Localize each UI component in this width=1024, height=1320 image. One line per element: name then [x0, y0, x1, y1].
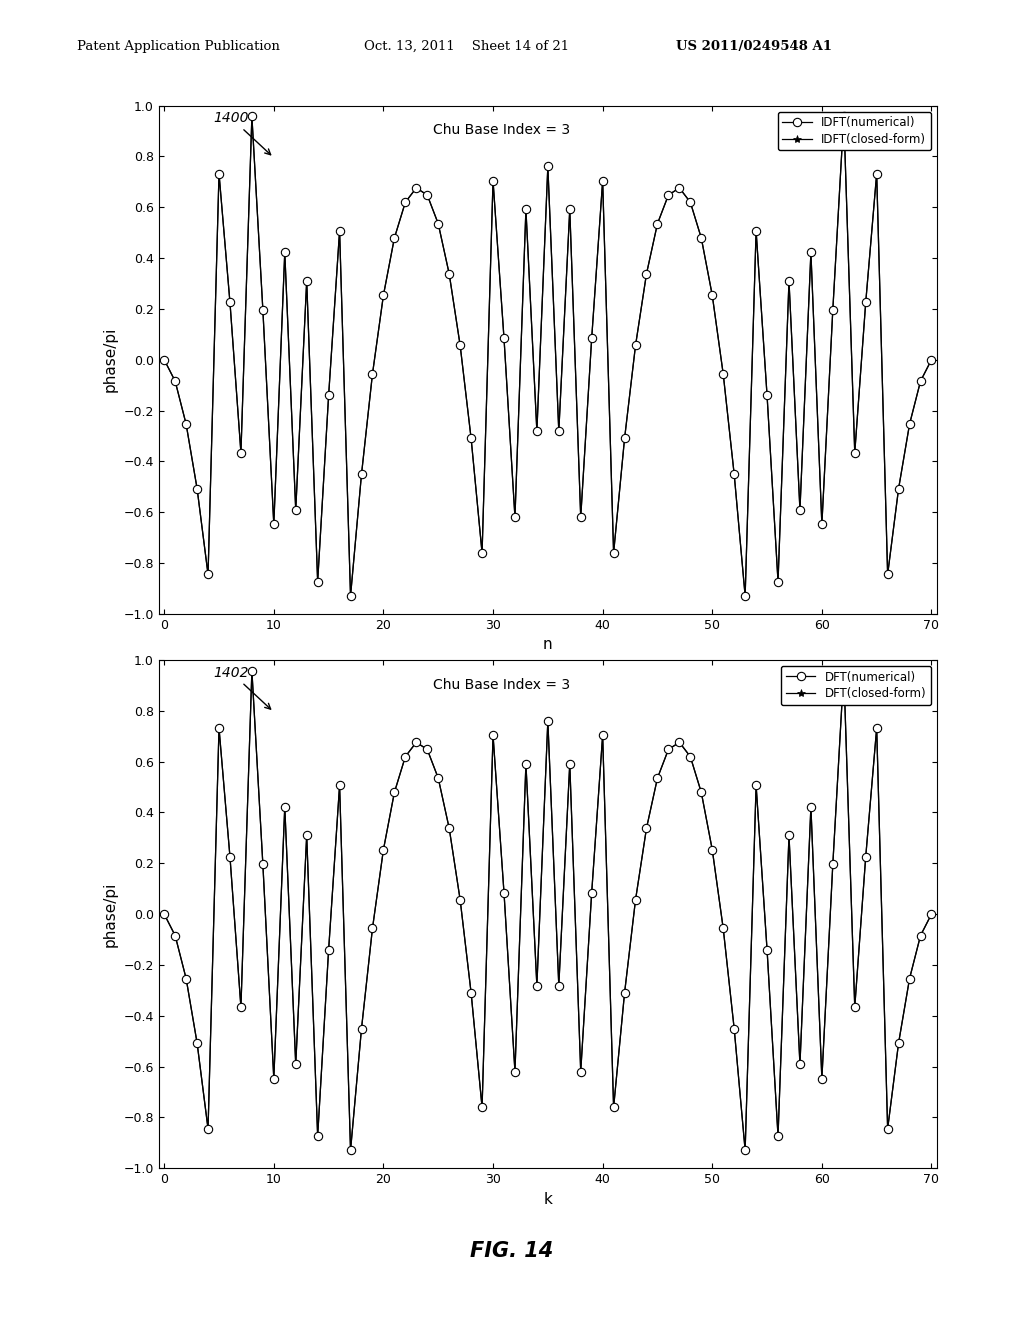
Line: IDFT(numerical): IDFT(numerical): [160, 112, 936, 601]
DFT(numerical): [530, 978, 543, 994]
IDFT(closed-form): [530, 424, 543, 440]
DFT(closed-form): [903, 970, 915, 986]
IDFT(closed-form): [158, 351, 170, 367]
X-axis label: n: n: [543, 638, 553, 652]
DFT(numerical): [618, 985, 631, 1001]
IDFT(numerical): [618, 430, 631, 446]
DFT(numerical): [739, 1142, 752, 1158]
IDFT(numerical): [838, 108, 850, 124]
Text: 1402: 1402: [214, 665, 270, 709]
IDFT(numerical): [739, 587, 752, 603]
IDFT(numerical): [926, 351, 938, 367]
IDFT(closed-form): [739, 587, 752, 603]
Text: Chu Base Index = 3: Chu Base Index = 3: [432, 677, 569, 692]
IDFT(closed-form): [838, 108, 850, 124]
Text: Patent Application Publication: Patent Application Publication: [77, 40, 280, 53]
DFT(numerical): [838, 663, 850, 678]
DFT(closed-form): [870, 721, 883, 737]
DFT(closed-form): [926, 906, 938, 921]
Text: Chu Base Index = 3: Chu Base Index = 3: [432, 123, 569, 137]
DFT(numerical): [180, 970, 193, 986]
DFT(closed-form): [838, 663, 850, 678]
DFT(numerical): [267, 1071, 280, 1086]
Y-axis label: phase/pi: phase/pi: [102, 327, 118, 392]
Line: IDFT(closed-form): IDFT(closed-form): [160, 112, 936, 601]
DFT(closed-form): [530, 978, 543, 994]
X-axis label: k: k: [544, 1192, 552, 1206]
IDFT(closed-form): [180, 416, 193, 432]
DFT(closed-form): [618, 985, 631, 1001]
Text: Oct. 13, 2011    Sheet 14 of 21: Oct. 13, 2011 Sheet 14 of 21: [364, 40, 568, 53]
IDFT(numerical): [870, 166, 883, 182]
Text: 1400: 1400: [214, 111, 270, 154]
DFT(closed-form): [739, 1142, 752, 1158]
DFT(numerical): [158, 906, 170, 921]
IDFT(closed-form): [870, 166, 883, 182]
DFT(closed-form): [180, 970, 193, 986]
IDFT(numerical): [158, 351, 170, 367]
DFT(numerical): [903, 970, 915, 986]
IDFT(numerical): [903, 416, 915, 432]
Legend: DFT(numerical), DFT(closed-form): DFT(numerical), DFT(closed-form): [781, 665, 931, 705]
IDFT(numerical): [267, 516, 280, 532]
IDFT(closed-form): [926, 351, 938, 367]
Text: FIG. 14: FIG. 14: [470, 1241, 554, 1261]
DFT(numerical): [870, 721, 883, 737]
DFT(closed-form): [267, 1071, 280, 1086]
IDFT(closed-form): [903, 416, 915, 432]
DFT(numerical): [926, 906, 938, 921]
IDFT(closed-form): [267, 516, 280, 532]
IDFT(closed-form): [618, 430, 631, 446]
Line: DFT(closed-form): DFT(closed-form): [160, 667, 936, 1155]
Legend: IDFT(numerical), IDFT(closed-form): IDFT(numerical), IDFT(closed-form): [777, 111, 931, 150]
IDFT(numerical): [530, 424, 543, 440]
IDFT(numerical): [180, 416, 193, 432]
Y-axis label: phase/pi: phase/pi: [102, 882, 118, 946]
DFT(closed-form): [158, 906, 170, 921]
Line: DFT(numerical): DFT(numerical): [160, 667, 936, 1155]
Text: US 2011/0249548 A1: US 2011/0249548 A1: [676, 40, 831, 53]
